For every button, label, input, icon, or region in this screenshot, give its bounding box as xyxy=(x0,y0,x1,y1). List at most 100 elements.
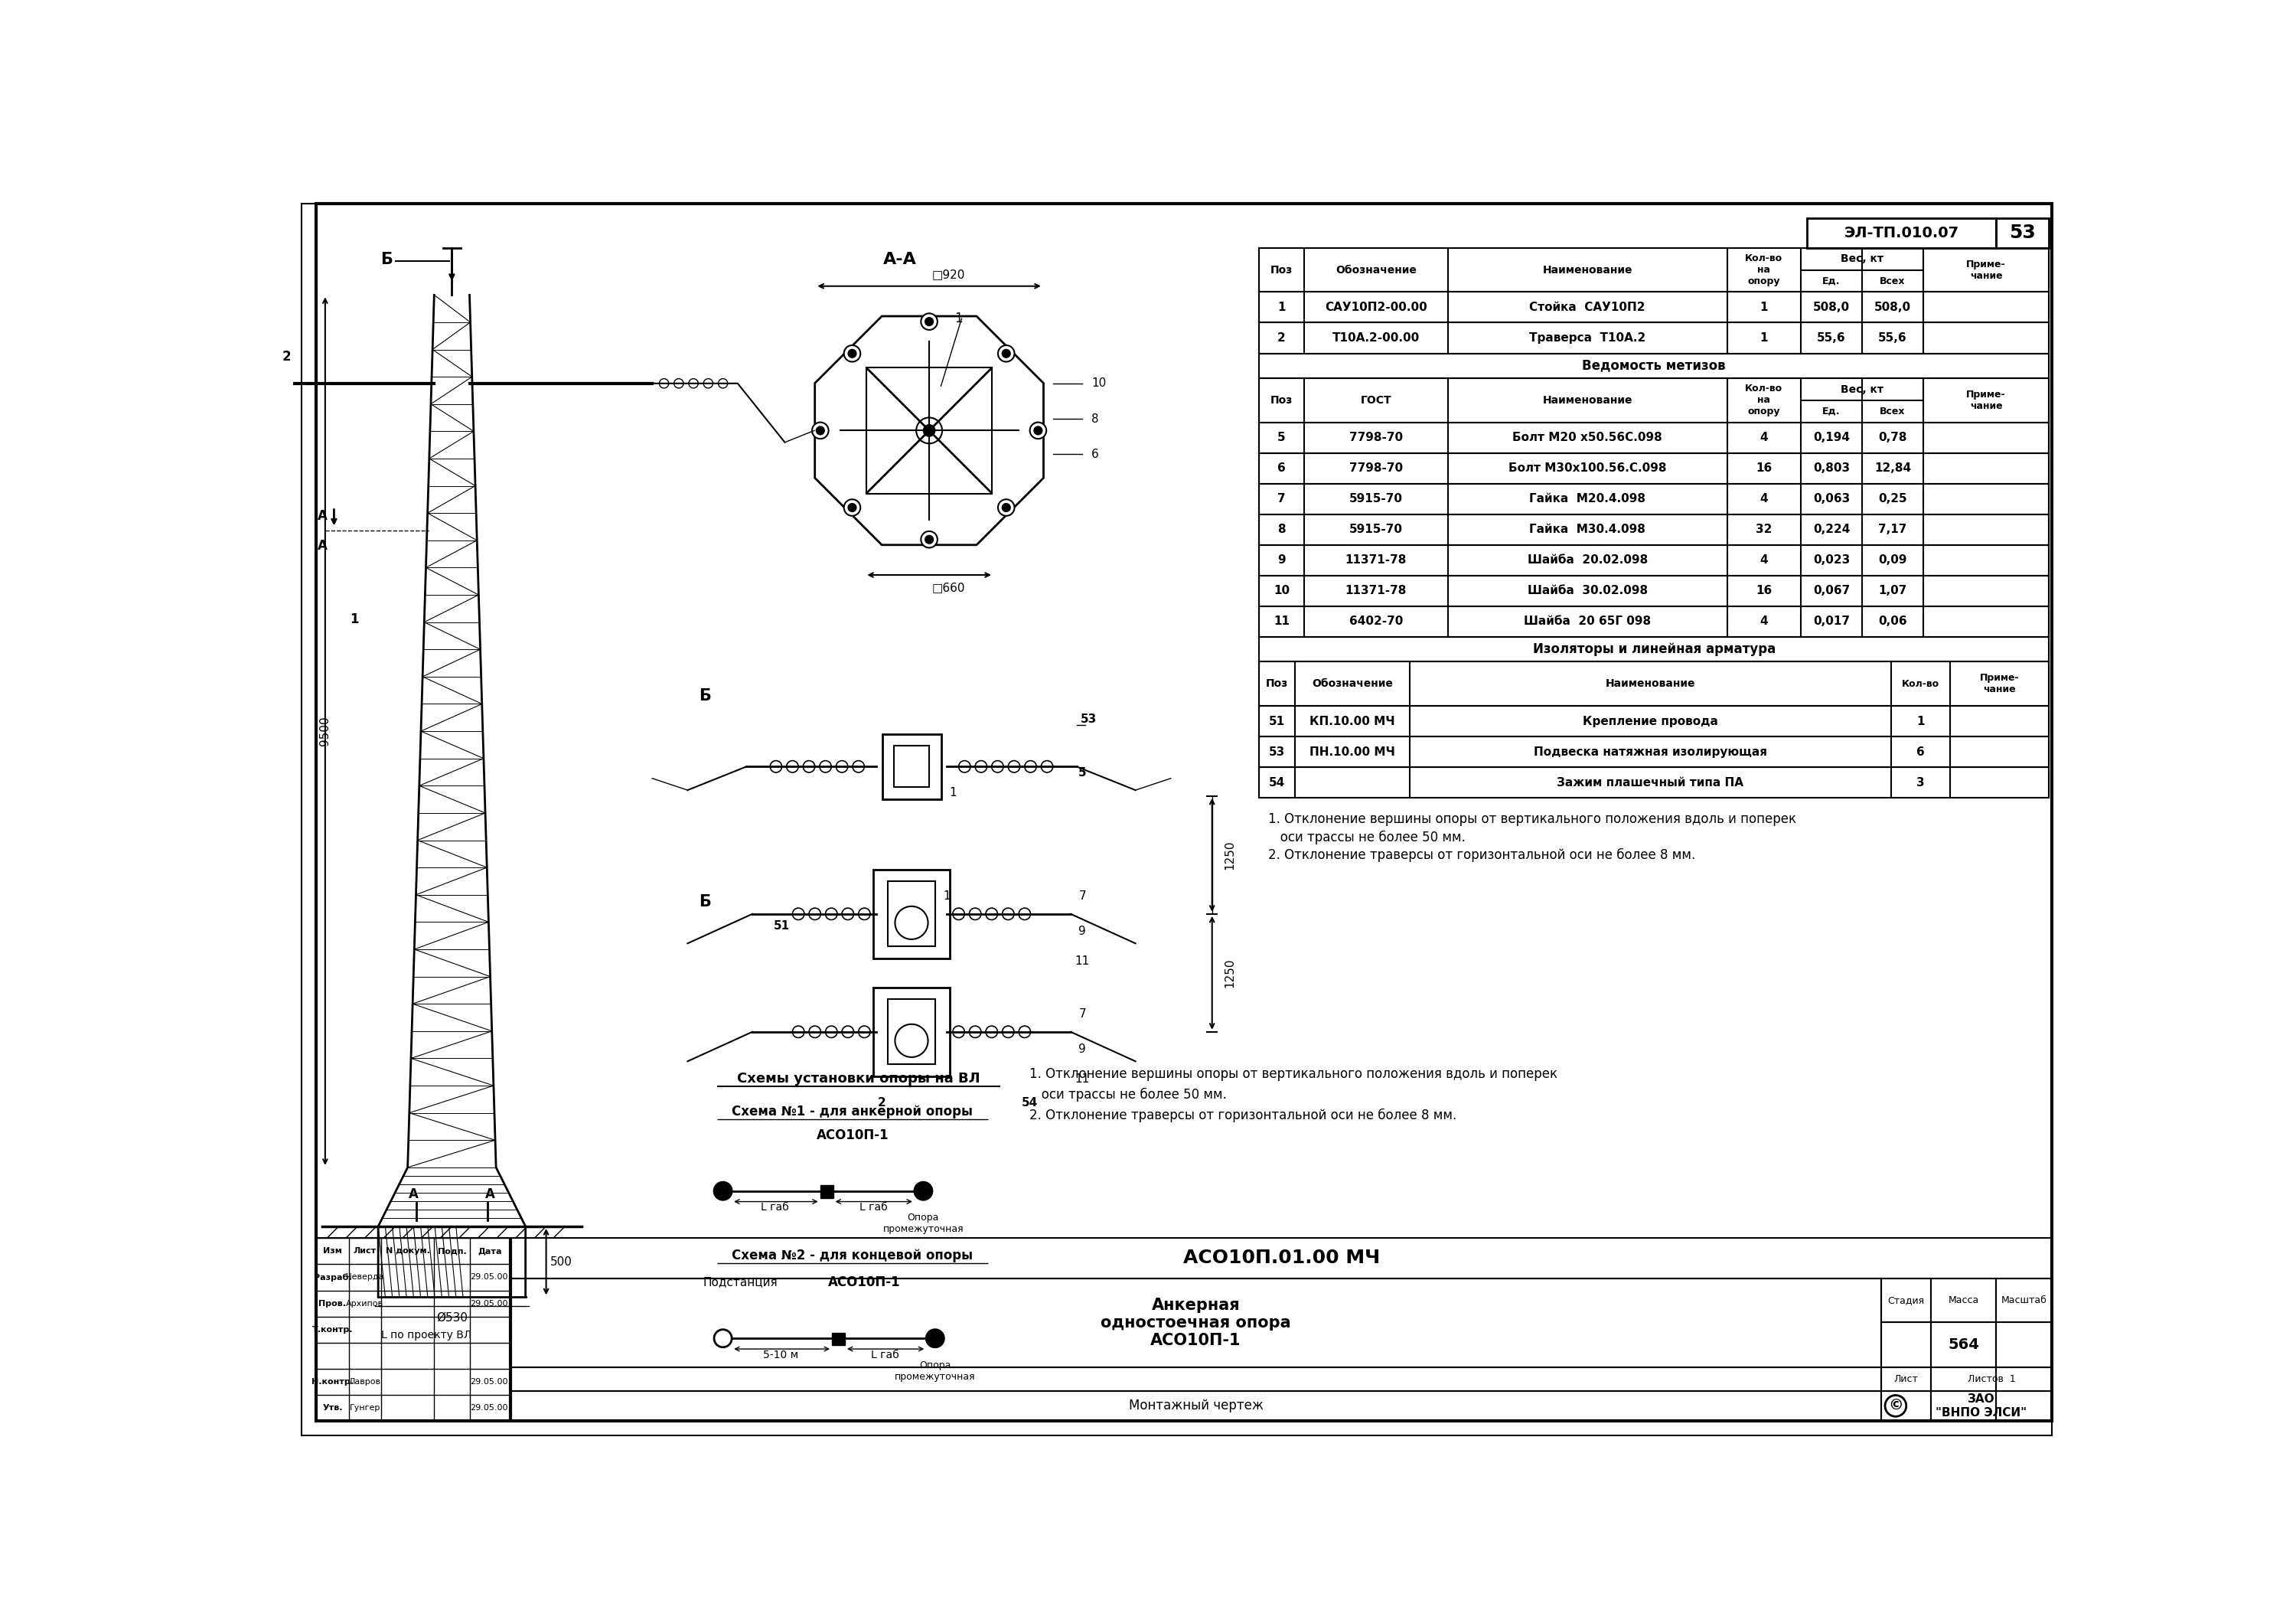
Text: 7: 7 xyxy=(1079,1008,1086,1019)
Text: Стадия: Стадия xyxy=(1887,1295,1924,1305)
Bar xyxy=(831,1332,845,1345)
Text: 10: 10 xyxy=(1274,586,1290,597)
Text: 0,803: 0,803 xyxy=(1814,463,1851,474)
Bar xyxy=(1995,1323,2053,1367)
Bar xyxy=(1258,514,2048,545)
Bar xyxy=(1258,248,2048,292)
Bar xyxy=(510,1391,1880,1420)
Text: 11: 11 xyxy=(1075,1073,1091,1084)
Text: 16: 16 xyxy=(1756,586,1773,597)
Bar xyxy=(1258,545,2048,576)
Text: 51: 51 xyxy=(774,920,790,932)
Text: 8: 8 xyxy=(1091,412,1097,425)
Bar xyxy=(889,1000,934,1065)
Text: 5: 5 xyxy=(1079,766,1086,777)
Text: Кол-во
на
опору: Кол-во на опору xyxy=(1745,253,1782,286)
Text: Приме-
чание: Приме- чание xyxy=(1965,390,2007,411)
Circle shape xyxy=(999,346,1015,362)
Bar xyxy=(820,1185,833,1198)
Text: Кол-во
на
опору: Кол-во на опору xyxy=(1745,383,1782,417)
Circle shape xyxy=(914,1182,932,1199)
Bar xyxy=(1258,378,2048,422)
Text: Архипов: Архипов xyxy=(347,1300,383,1307)
Text: Приме-
чание: Приме- чание xyxy=(1965,260,2007,281)
Circle shape xyxy=(813,422,829,438)
Text: 2. Отклонение траверсы от горизонтальной оси не более 8 мм.: 2. Отклонение траверсы от горизонтальной… xyxy=(1029,1109,1456,1123)
Text: Всех: Всех xyxy=(1880,276,1906,286)
Text: 1. Отклонение вершины опоры от вертикального положения вдоль и поперек: 1. Отклонение вершины опоры от вертикаль… xyxy=(1029,1068,1557,1081)
Text: 16: 16 xyxy=(1756,463,1773,474)
Text: □920: □920 xyxy=(932,268,964,281)
Text: Наименование: Наименование xyxy=(1543,394,1632,406)
Text: Ед.: Ед. xyxy=(1823,406,1841,417)
Text: 6: 6 xyxy=(1091,448,1100,459)
Text: Зажим плашечный типа ПА: Зажим плашечный типа ПА xyxy=(1557,777,1743,789)
Text: 7: 7 xyxy=(1277,493,1286,505)
Text: 0,09: 0,09 xyxy=(1878,555,1908,566)
Text: 1: 1 xyxy=(1917,716,1924,727)
Text: 3: 3 xyxy=(1917,777,1924,789)
Text: 0,063: 0,063 xyxy=(1814,493,1851,505)
Text: 11371-78: 11371-78 xyxy=(1345,586,1407,597)
Bar xyxy=(510,1238,2053,1279)
Text: 564: 564 xyxy=(1947,1337,1979,1352)
Text: 0,067: 0,067 xyxy=(1814,586,1851,597)
Text: КП.10.00 МЧ: КП.10.00 МЧ xyxy=(1309,716,1396,727)
Text: 5-10 м: 5-10 м xyxy=(762,1349,799,1360)
Circle shape xyxy=(1001,503,1010,511)
Text: Ведомость метизов: Ведомость метизов xyxy=(1582,359,1727,373)
Text: Шайба  20.02.098: Шайба 20.02.098 xyxy=(1527,555,1649,566)
Text: А: А xyxy=(317,539,326,552)
Text: Опора
промежуточная: Опора промежуточная xyxy=(884,1212,964,1233)
Text: А: А xyxy=(317,510,326,523)
Circle shape xyxy=(1031,422,1047,438)
Bar xyxy=(1258,354,2048,378)
Text: 8: 8 xyxy=(1277,524,1286,536)
Text: 11371-78: 11371-78 xyxy=(1345,555,1407,566)
Bar xyxy=(1258,453,2048,484)
Text: Крепление провода: Крепление провода xyxy=(1582,716,1717,727)
Bar xyxy=(1807,219,1995,248)
Text: 2: 2 xyxy=(1277,333,1286,344)
Bar xyxy=(1258,607,2048,636)
Circle shape xyxy=(921,313,937,329)
Text: Н.контр.: Н.контр. xyxy=(312,1378,354,1386)
Circle shape xyxy=(847,349,856,357)
Text: ©: © xyxy=(1887,1399,1903,1414)
Text: 1: 1 xyxy=(944,891,951,902)
Bar xyxy=(1931,1323,1995,1367)
Bar xyxy=(1931,1279,1995,1323)
Text: АСО10П-1: АСО10П-1 xyxy=(817,1128,889,1143)
Text: 0,06: 0,06 xyxy=(1878,615,1908,628)
Text: 55,6: 55,6 xyxy=(1816,333,1846,344)
Text: 10: 10 xyxy=(1091,378,1107,390)
Text: Гайка  М30.4.098: Гайка М30.4.098 xyxy=(1529,524,1646,536)
Bar xyxy=(872,988,951,1076)
Text: 0,78: 0,78 xyxy=(1878,432,1908,443)
Text: 5: 5 xyxy=(1277,432,1286,443)
Text: 1: 1 xyxy=(955,312,962,326)
Text: Монтажный чертеж: Монтажный чертеж xyxy=(1130,1399,1263,1412)
Text: L габ: L габ xyxy=(870,1349,900,1360)
Text: 1250: 1250 xyxy=(1224,841,1235,870)
Bar xyxy=(1880,1279,1931,1323)
Text: Изоляторы и линейная арматура: Изоляторы и линейная арматура xyxy=(1534,643,1775,656)
Bar xyxy=(1931,1391,1995,1420)
Bar xyxy=(510,1367,1880,1391)
Text: 1: 1 xyxy=(948,787,957,799)
Bar xyxy=(1258,484,2048,514)
Bar xyxy=(1880,1323,1931,1367)
Text: 11: 11 xyxy=(1075,956,1091,967)
Text: 7: 7 xyxy=(1079,891,1086,902)
Text: 508,0: 508,0 xyxy=(1874,302,1910,313)
Text: 5915-70: 5915-70 xyxy=(1350,524,1403,536)
Text: ЭЛ-ТП.010.07: ЭЛ-ТП.010.07 xyxy=(1844,226,1958,240)
Text: 1. Отклонение вершины опоры от вертикального положения вдоль и поперек: 1. Отклонение вершины опоры от вертикаль… xyxy=(1267,813,1795,826)
Text: А: А xyxy=(409,1186,418,1201)
Bar xyxy=(1258,636,2048,662)
Text: Кол-во: Кол-во xyxy=(1901,678,1940,688)
Text: Масса: Масса xyxy=(1947,1295,1979,1305)
Text: 11: 11 xyxy=(1274,615,1290,628)
Text: Подвеска натяжная изолирующая: Подвеска натяжная изолирующая xyxy=(1534,747,1768,758)
Text: Лист: Лист xyxy=(1894,1375,1917,1384)
